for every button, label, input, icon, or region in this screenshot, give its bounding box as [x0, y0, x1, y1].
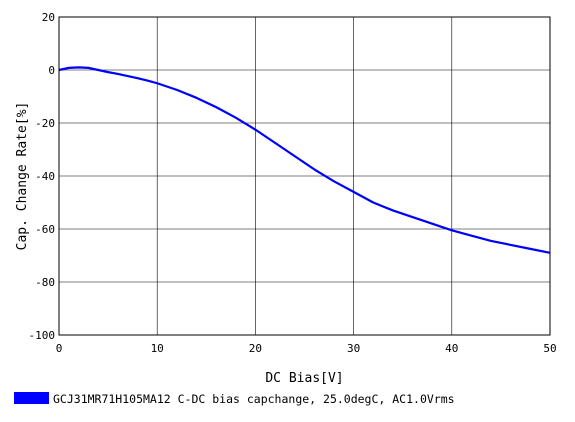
- x-tick-label: 20: [249, 342, 262, 355]
- grid: [59, 17, 550, 335]
- x-tick-label: 30: [347, 342, 360, 355]
- y-axis-title: Cap. Change Rate[%]: [15, 102, 30, 251]
- y-tick-label: 20: [42, 11, 55, 24]
- legend-label: GCJ31MR71H105MA12 C-DC bias capchange, 2…: [53, 392, 455, 406]
- legend-swatch: [14, 392, 49, 404]
- legend: GCJ31MR71H105MA12 C-DC bias capchange, 2…: [14, 392, 455, 406]
- x-tick-label: 0: [56, 342, 63, 355]
- y-tick-label: -40: [35, 170, 55, 183]
- x-tick-label: 40: [445, 342, 458, 355]
- y-tick-label: -20: [35, 117, 55, 130]
- x-tick-label: 50: [543, 342, 556, 355]
- y-axis-ticks: 20 0 -20 -40 -60 -80 -100: [29, 11, 56, 342]
- y-tick-label: -80: [35, 276, 55, 289]
- x-axis-title: DC Bias[V]: [265, 371, 343, 386]
- y-tick-label: -100: [29, 329, 56, 342]
- x-axis-ticks: 0 10 20 30 40 50: [56, 342, 557, 355]
- y-tick-label: 0: [48, 64, 55, 77]
- y-tick-label: -60: [35, 223, 55, 236]
- plot-frame: [58, 16, 551, 336]
- series-line: [58, 66, 551, 254]
- x-tick-label: 10: [151, 342, 164, 355]
- series-lines: [58, 66, 551, 254]
